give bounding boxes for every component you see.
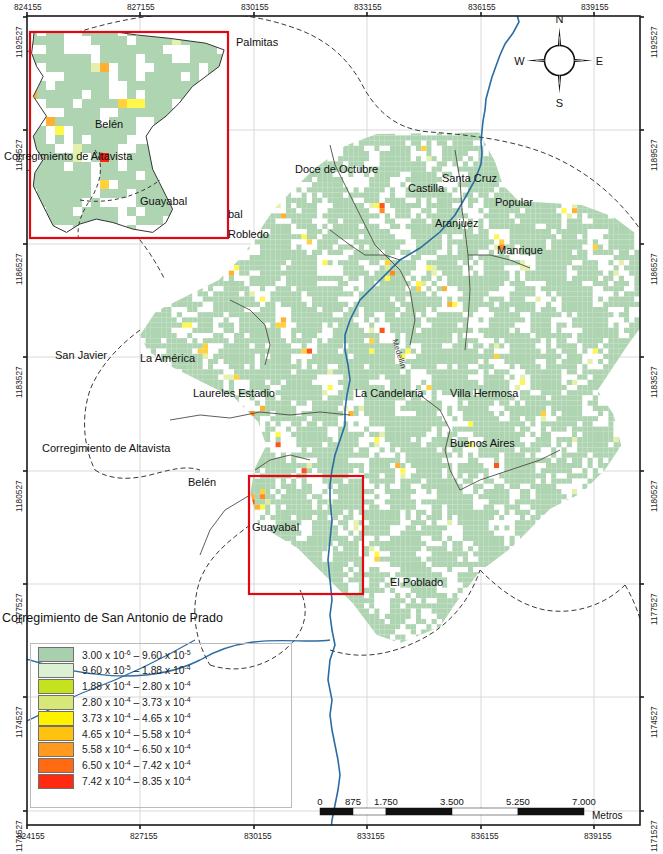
svg-text:7.000: 7.000 [572,796,596,807]
svg-text:0: 0 [317,796,322,807]
svg-text:E: E [596,55,603,67]
svg-text:3.500: 3.500 [440,796,464,807]
svg-text:S: S [556,97,563,109]
svg-text:W: W [514,55,525,67]
svg-text:875: 875 [345,796,361,807]
svg-text:1.750: 1.750 [374,796,398,807]
svg-text:5.250: 5.250 [506,796,530,807]
svg-text:Metros: Metros [592,810,623,821]
svg-text:N: N [556,13,564,25]
